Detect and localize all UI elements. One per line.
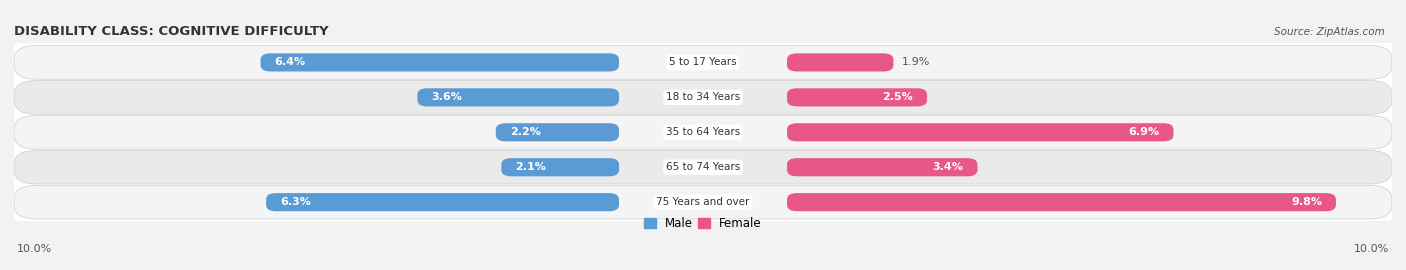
FancyBboxPatch shape: [14, 150, 1392, 184]
Text: 3.6%: 3.6%: [432, 92, 463, 102]
FancyBboxPatch shape: [260, 53, 619, 72]
Text: DISABILITY CLASS: COGNITIVE DIFFICULTY: DISABILITY CLASS: COGNITIVE DIFFICULTY: [14, 25, 329, 38]
Text: 5 to 17 Years: 5 to 17 Years: [669, 58, 737, 68]
FancyBboxPatch shape: [787, 53, 893, 72]
FancyBboxPatch shape: [14, 46, 1392, 79]
Text: 6.9%: 6.9%: [1129, 127, 1160, 137]
FancyBboxPatch shape: [787, 193, 1336, 211]
FancyBboxPatch shape: [787, 88, 927, 106]
FancyBboxPatch shape: [14, 185, 1392, 219]
Text: Source: ZipAtlas.com: Source: ZipAtlas.com: [1274, 27, 1385, 37]
Text: 9.8%: 9.8%: [1291, 197, 1322, 207]
FancyBboxPatch shape: [787, 158, 977, 176]
Text: 2.1%: 2.1%: [516, 162, 547, 172]
Text: 10.0%: 10.0%: [17, 244, 52, 254]
FancyBboxPatch shape: [502, 158, 619, 176]
Text: 2.2%: 2.2%: [510, 127, 541, 137]
FancyBboxPatch shape: [14, 116, 1392, 149]
Text: 35 to 64 Years: 35 to 64 Years: [666, 127, 740, 137]
FancyBboxPatch shape: [266, 193, 619, 211]
Text: 6.4%: 6.4%: [274, 58, 305, 68]
Text: 10.0%: 10.0%: [1354, 244, 1389, 254]
FancyBboxPatch shape: [787, 123, 1174, 141]
Text: 6.3%: 6.3%: [280, 197, 311, 207]
Legend: Male, Female: Male, Female: [644, 217, 762, 230]
Text: 1.9%: 1.9%: [901, 58, 931, 68]
FancyBboxPatch shape: [496, 123, 619, 141]
Text: 2.5%: 2.5%: [883, 92, 912, 102]
FancyBboxPatch shape: [418, 88, 619, 106]
Text: 65 to 74 Years: 65 to 74 Years: [666, 162, 740, 172]
Text: 3.4%: 3.4%: [932, 162, 963, 172]
Text: 75 Years and over: 75 Years and over: [657, 197, 749, 207]
FancyBboxPatch shape: [14, 80, 1392, 114]
Text: 18 to 34 Years: 18 to 34 Years: [666, 92, 740, 102]
